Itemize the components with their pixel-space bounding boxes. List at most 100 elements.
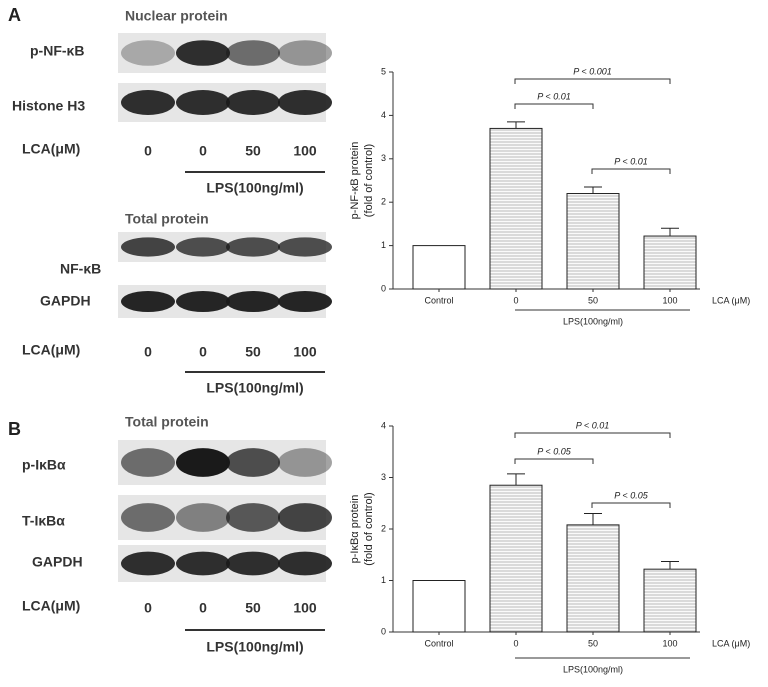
blot-heading: Nuclear protein xyxy=(125,8,228,24)
blot-row-label: NF-κB xyxy=(60,261,101,277)
bar xyxy=(566,524,620,633)
y-axis-label: (fold of control) xyxy=(363,492,375,565)
blot-band xyxy=(121,551,175,576)
lane-label: 0 xyxy=(199,344,207,360)
lane-label: 50 xyxy=(245,344,261,360)
y-axis-label: (fold of control) xyxy=(363,144,375,217)
x-tick-label: 0 xyxy=(513,638,518,648)
y-tick-label: 3 xyxy=(381,153,386,163)
lca-label: LCA(μM) xyxy=(22,141,80,157)
blot-band xyxy=(121,448,175,477)
blot-band xyxy=(121,237,175,257)
blot-band xyxy=(278,503,332,532)
lps-label: LPS(100ng/ml) xyxy=(206,639,303,655)
significance-label: P < 0.05 xyxy=(614,490,648,500)
lane-label: 100 xyxy=(293,344,317,360)
blot-row-label: Histone H3 xyxy=(12,98,85,114)
x-tick-label: Control xyxy=(424,638,453,648)
blot-band xyxy=(176,90,230,115)
error-bar xyxy=(661,560,679,570)
y-tick-label: 0 xyxy=(381,283,386,293)
significance-bracket xyxy=(514,458,594,464)
blot-band xyxy=(278,551,332,576)
lane-label: 0 xyxy=(144,600,152,616)
blot-band xyxy=(226,40,280,66)
blot-band xyxy=(176,290,230,313)
significance-bracket xyxy=(591,502,671,508)
blot-band xyxy=(226,503,280,532)
blot-band xyxy=(226,551,280,576)
blot-row-label: T-IκBα xyxy=(22,513,65,529)
bar xyxy=(489,484,543,633)
blot-band xyxy=(226,237,280,257)
lane-label: 0 xyxy=(199,600,207,616)
blot-band xyxy=(176,551,230,576)
x-tick-label: 50 xyxy=(588,638,598,648)
significance-bracket xyxy=(591,168,671,174)
blot-band xyxy=(176,503,230,532)
significance-label: P < 0.01 xyxy=(576,420,609,430)
blot-band xyxy=(226,90,280,115)
x-tick-label: 100 xyxy=(662,638,677,648)
blot-band xyxy=(278,237,332,257)
lps-label: LPS(100ng/ml) xyxy=(206,180,303,196)
blot-band xyxy=(226,290,280,313)
blot-band xyxy=(278,448,332,477)
lane-label: 0 xyxy=(144,344,152,360)
significance-label: P < 0.001 xyxy=(573,66,611,76)
significance-bracket xyxy=(514,432,671,438)
x-axis-label: LCA (μM) xyxy=(712,638,750,648)
blot-band xyxy=(278,40,332,66)
y-tick-label: 5 xyxy=(381,66,386,76)
lane-label: 50 xyxy=(245,600,261,616)
significance-label: P < 0.01 xyxy=(537,91,570,101)
blot-row-label: GAPDH xyxy=(32,554,83,570)
blot-row-label: p-IκBα xyxy=(22,457,66,473)
group-label: LPS(100ng/ml) xyxy=(563,664,623,674)
blot-band xyxy=(121,90,175,115)
bar xyxy=(566,193,620,290)
blot-heading: Total protein xyxy=(125,211,209,227)
y-tick-label: 2 xyxy=(381,197,386,207)
error-bar xyxy=(661,227,679,237)
bar xyxy=(412,245,466,290)
blot-row-label: p-NF-κB xyxy=(30,43,84,59)
error-bar xyxy=(584,186,602,194)
bar xyxy=(643,568,697,633)
y-tick-label: 2 xyxy=(381,523,386,533)
panel-label: A xyxy=(8,5,21,25)
lane-label: 100 xyxy=(293,600,317,616)
y-tick-label: 1 xyxy=(381,575,386,585)
significance-label: P < 0.05 xyxy=(537,446,571,456)
x-tick-label: Control xyxy=(424,295,453,305)
x-tick-label: 50 xyxy=(588,295,598,305)
significance-bracket xyxy=(514,103,594,109)
significance-bracket xyxy=(514,78,671,84)
y-axis-label: p-IκBα protein xyxy=(349,495,361,564)
y-tick-label: 4 xyxy=(381,110,386,120)
lca-label: LCA(μM) xyxy=(22,598,80,614)
bar xyxy=(489,127,543,290)
lps-label: LPS(100ng/ml) xyxy=(206,380,303,396)
y-axis-label: p-NF-κB protein xyxy=(349,142,361,220)
blot-band xyxy=(121,290,175,313)
error-bar xyxy=(507,121,525,129)
blot-band xyxy=(121,40,175,66)
lca-label: LCA(μM) xyxy=(22,342,80,358)
x-tick-label: 100 xyxy=(662,295,677,305)
bar xyxy=(643,235,697,290)
y-tick-label: 3 xyxy=(381,472,386,482)
bar xyxy=(412,580,466,633)
lane-label: 100 xyxy=(293,143,317,159)
blot-band xyxy=(176,40,230,66)
blot-band xyxy=(226,448,280,477)
blot-band xyxy=(176,448,230,477)
blot-band xyxy=(278,90,332,115)
panel-label: B xyxy=(8,419,21,439)
lane-label: 0 xyxy=(199,143,207,159)
y-tick-label: 1 xyxy=(381,240,386,250)
x-axis-label: LCA (μM) xyxy=(712,295,750,305)
lane-label: 0 xyxy=(144,143,152,159)
blot-row-label: GAPDH xyxy=(40,293,91,309)
